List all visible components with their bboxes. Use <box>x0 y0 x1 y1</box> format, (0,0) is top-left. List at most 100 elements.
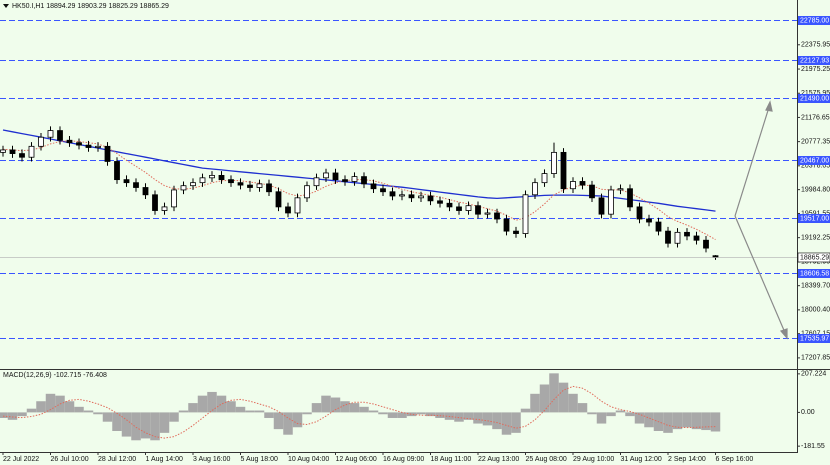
macd-bar <box>159 412 170 433</box>
level-label: 22127.93 <box>800 57 829 64</box>
macd-bar <box>568 393 578 413</box>
macd-bar <box>7 412 18 420</box>
y-tick-label: 22375.95 <box>801 42 830 49</box>
macd-bar <box>492 412 502 430</box>
candle-body <box>266 183 272 193</box>
macd-bar <box>454 412 464 422</box>
candle-body <box>437 200 443 204</box>
x-tick-label: 12 Aug 06:00 <box>336 456 377 463</box>
level-label-box <box>798 334 830 343</box>
candle-body <box>190 182 196 187</box>
candle-body <box>247 184 253 188</box>
x-tick-label: 26 Jul 10:00 <box>51 456 89 463</box>
candle-body <box>570 181 576 190</box>
level-label-box <box>798 16 830 25</box>
macd-bar <box>254 410 265 413</box>
y-tick-label: 20378.05 <box>801 163 830 170</box>
x-tick-label: 18 Aug 11:00 <box>431 456 472 463</box>
arrow-up <box>734 103 771 217</box>
macd-bar <box>710 412 721 432</box>
x-tick-label: 5 Aug 18:00 <box>241 456 278 463</box>
macd-bar <box>178 410 189 413</box>
level-label: 19517.00 <box>800 215 829 222</box>
macd-bar <box>587 412 597 415</box>
macd-bar <box>245 410 255 413</box>
candle-body <box>684 231 690 237</box>
candle-body <box>275 191 282 208</box>
macd-bar <box>131 412 141 441</box>
macd-bar <box>435 412 445 418</box>
candle-body <box>361 176 367 185</box>
candle-body <box>665 230 671 244</box>
arrow-head <box>779 328 788 340</box>
arrow-head <box>765 100 773 112</box>
candle-body <box>285 206 291 214</box>
candle-body <box>636 206 643 220</box>
candle-body <box>218 174 225 181</box>
macd-bar <box>169 412 179 422</box>
candle-body <box>152 194 158 211</box>
candle-body <box>503 218 510 232</box>
candle-body <box>304 185 310 199</box>
macd-bar <box>606 412 616 417</box>
macd-bar <box>121 412 132 437</box>
macd-bar <box>74 406 84 413</box>
macd-bar <box>473 412 483 424</box>
macd-bar <box>36 401 46 413</box>
candle-body <box>475 205 481 215</box>
candle-body <box>76 142 82 146</box>
candle-body <box>560 151 567 190</box>
candle-body <box>598 197 605 215</box>
candle-body <box>209 174 215 179</box>
macd-bar <box>17 412 27 417</box>
candle-body <box>19 153 25 158</box>
candle-body <box>494 212 500 220</box>
macd-bar <box>26 408 37 413</box>
collapse-icon[interactable] <box>3 4 9 8</box>
x-tick-label: 2 Sep 14:00 <box>668 456 706 463</box>
macd-bar <box>416 412 426 415</box>
candle-body <box>541 173 548 184</box>
macd-bar <box>340 401 350 413</box>
candle-body <box>142 187 149 196</box>
candle-body <box>408 194 415 199</box>
macd-bar <box>112 412 122 431</box>
candle-body <box>589 184 595 199</box>
macd-bar <box>501 412 512 435</box>
macd-bar <box>226 401 236 413</box>
candle-body <box>161 206 168 211</box>
candle-body <box>446 202 453 208</box>
candle-body <box>9 149 16 154</box>
macd-bar <box>406 412 417 417</box>
level-label: 22785.00 <box>800 17 829 24</box>
main-pane: 22375.95 21975.25 21575.95 21176.65 20777.35… <box>0 16 830 463</box>
macd-bar <box>311 403 322 413</box>
y-tick-label: 0.00 <box>801 409 815 416</box>
x-tick-label: 28 Jul 12:00 <box>98 456 136 463</box>
y-tick-label: 19192.25 <box>801 235 830 242</box>
y-tick-label: 18000.40 <box>801 307 830 314</box>
macd-bar <box>425 412 436 417</box>
candle-body <box>389 191 396 197</box>
macd-bar <box>197 395 208 413</box>
macd-bar <box>216 395 227 413</box>
macd-bar <box>549 373 559 413</box>
macd-bar <box>140 412 151 439</box>
macd-bar <box>397 412 407 418</box>
candle-body <box>57 130 63 141</box>
macd-bar <box>691 412 702 430</box>
macd-bar <box>530 393 540 413</box>
level-label: 18606.58 <box>800 270 829 277</box>
candle-body <box>655 221 662 232</box>
candle-body <box>66 139 73 144</box>
x-tick-label: 10 Aug 04:00 <box>288 456 329 463</box>
last-price-label: 18865.29 <box>800 254 829 261</box>
macd-bar <box>596 412 607 424</box>
x-tick-label: 29 Aug 10:00 <box>573 456 614 463</box>
macd-bar <box>302 412 312 415</box>
candle-body <box>380 188 386 193</box>
last-price-box <box>797 252 830 263</box>
candle-body <box>617 188 624 191</box>
macd-bar <box>359 406 369 413</box>
macd-bar <box>150 412 160 441</box>
